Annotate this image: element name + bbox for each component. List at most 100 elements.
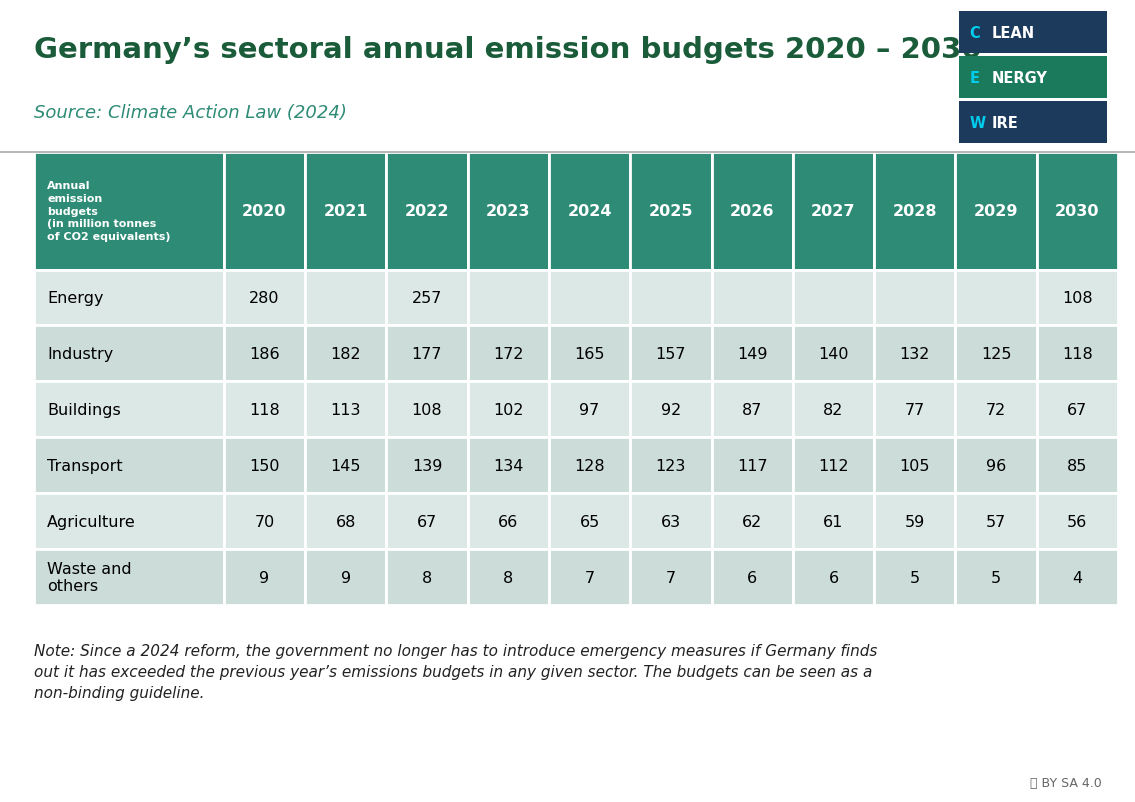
- Text: 56: 56: [1067, 514, 1087, 529]
- Text: 87: 87: [742, 403, 763, 417]
- Text: 2028: 2028: [892, 204, 938, 219]
- FancyBboxPatch shape: [712, 438, 792, 494]
- Text: 113: 113: [330, 403, 361, 417]
- Text: W: W: [969, 115, 985, 131]
- Text: 63: 63: [661, 514, 681, 529]
- FancyBboxPatch shape: [1036, 494, 1118, 549]
- FancyBboxPatch shape: [386, 382, 468, 438]
- Text: 165: 165: [574, 346, 605, 362]
- Text: 7: 7: [666, 570, 676, 585]
- FancyBboxPatch shape: [874, 494, 956, 549]
- FancyBboxPatch shape: [874, 438, 956, 494]
- Text: IRE: IRE: [992, 115, 1018, 131]
- FancyBboxPatch shape: [386, 549, 468, 606]
- Text: 123: 123: [656, 458, 686, 473]
- Text: C: C: [969, 26, 981, 41]
- FancyBboxPatch shape: [305, 326, 386, 382]
- Text: 177: 177: [412, 346, 443, 362]
- Text: 70: 70: [254, 514, 275, 529]
- FancyBboxPatch shape: [224, 152, 305, 270]
- Text: 2025: 2025: [648, 204, 693, 219]
- Text: 85: 85: [1067, 458, 1087, 473]
- FancyBboxPatch shape: [305, 494, 386, 549]
- Text: 172: 172: [493, 346, 523, 362]
- FancyBboxPatch shape: [630, 494, 712, 549]
- Text: Waste and
others: Waste and others: [47, 561, 132, 593]
- FancyBboxPatch shape: [792, 549, 874, 606]
- FancyBboxPatch shape: [630, 152, 712, 270]
- FancyBboxPatch shape: [874, 549, 956, 606]
- FancyBboxPatch shape: [1036, 270, 1118, 326]
- Text: 150: 150: [250, 458, 279, 473]
- FancyBboxPatch shape: [956, 326, 1036, 382]
- FancyBboxPatch shape: [956, 152, 1036, 270]
- FancyBboxPatch shape: [630, 382, 712, 438]
- FancyBboxPatch shape: [34, 326, 224, 382]
- Text: 92: 92: [661, 403, 681, 417]
- FancyBboxPatch shape: [630, 549, 712, 606]
- FancyBboxPatch shape: [1036, 152, 1118, 270]
- Text: 125: 125: [981, 346, 1011, 362]
- FancyBboxPatch shape: [468, 326, 549, 382]
- FancyBboxPatch shape: [34, 152, 224, 270]
- FancyBboxPatch shape: [305, 382, 386, 438]
- FancyBboxPatch shape: [468, 549, 549, 606]
- Text: 62: 62: [742, 514, 763, 529]
- Text: 8: 8: [422, 570, 432, 585]
- FancyBboxPatch shape: [792, 494, 874, 549]
- Text: 2022: 2022: [405, 204, 449, 219]
- FancyBboxPatch shape: [224, 549, 305, 606]
- FancyBboxPatch shape: [792, 382, 874, 438]
- FancyBboxPatch shape: [874, 326, 956, 382]
- FancyBboxPatch shape: [34, 494, 224, 549]
- Text: 145: 145: [330, 458, 361, 473]
- Text: 57: 57: [986, 514, 1006, 529]
- Text: 4: 4: [1073, 570, 1083, 585]
- Text: 67: 67: [417, 514, 437, 529]
- Text: 112: 112: [818, 458, 849, 473]
- Text: 2026: 2026: [730, 204, 774, 219]
- FancyBboxPatch shape: [956, 549, 1036, 606]
- FancyBboxPatch shape: [386, 270, 468, 326]
- Text: Ⓒ BY SA 4.0: Ⓒ BY SA 4.0: [1029, 776, 1102, 789]
- Text: 149: 149: [737, 346, 767, 362]
- FancyBboxPatch shape: [630, 326, 712, 382]
- Text: 140: 140: [818, 346, 849, 362]
- FancyBboxPatch shape: [959, 57, 1107, 99]
- Text: Agriculture: Agriculture: [47, 514, 136, 529]
- FancyBboxPatch shape: [874, 382, 956, 438]
- Text: 2027: 2027: [812, 204, 856, 219]
- FancyBboxPatch shape: [305, 438, 386, 494]
- Text: 186: 186: [249, 346, 279, 362]
- Text: 6: 6: [829, 570, 839, 585]
- Text: Transport: Transport: [47, 458, 123, 473]
- Text: 182: 182: [330, 346, 361, 362]
- Text: 77: 77: [905, 403, 925, 417]
- Text: 105: 105: [900, 458, 930, 473]
- Text: Source: Climate Action Law (2024): Source: Climate Action Law (2024): [34, 103, 347, 122]
- FancyBboxPatch shape: [956, 382, 1036, 438]
- FancyBboxPatch shape: [549, 326, 630, 382]
- Text: 2023: 2023: [486, 204, 530, 219]
- FancyBboxPatch shape: [712, 382, 792, 438]
- Text: 7: 7: [585, 570, 595, 585]
- Text: 5: 5: [991, 570, 1001, 585]
- Text: 108: 108: [412, 403, 443, 417]
- Text: 66: 66: [498, 514, 519, 529]
- FancyBboxPatch shape: [1036, 382, 1118, 438]
- FancyBboxPatch shape: [956, 494, 1036, 549]
- FancyBboxPatch shape: [1036, 549, 1118, 606]
- Text: 68: 68: [336, 514, 356, 529]
- Text: Buildings: Buildings: [47, 403, 120, 417]
- FancyBboxPatch shape: [224, 326, 305, 382]
- FancyBboxPatch shape: [468, 382, 549, 438]
- FancyBboxPatch shape: [1036, 438, 1118, 494]
- Text: 5: 5: [909, 570, 919, 585]
- Text: 2020: 2020: [242, 204, 287, 219]
- Text: NERGY: NERGY: [992, 71, 1048, 86]
- FancyBboxPatch shape: [34, 270, 224, 326]
- Text: Note: Since a 2024 reform, the government no longer has to introduce emergency m: Note: Since a 2024 reform, the governmen…: [34, 642, 877, 699]
- Text: 139: 139: [412, 458, 443, 473]
- Text: LEAN: LEAN: [992, 26, 1035, 41]
- FancyBboxPatch shape: [386, 326, 468, 382]
